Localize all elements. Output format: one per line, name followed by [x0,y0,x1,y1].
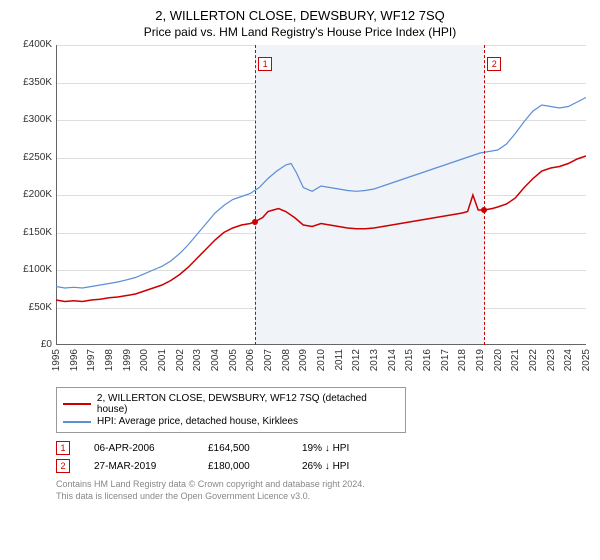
x-tick-label: 2022 [528,349,539,371]
chart-container: 2, WILLERTON CLOSE, DEWSBURY, WF12 7SQ P… [0,0,600,510]
y-tick-label: £200K [10,189,52,200]
x-tick-label: 2019 [475,349,486,371]
line-series [56,45,586,345]
x-tick-label: 2001 [157,349,168,371]
y-tick-label: £0 [10,339,52,350]
x-tick-label: 2007 [263,349,274,371]
legend: 2, WILLERTON CLOSE, DEWSBURY, WF12 7SQ (… [56,387,406,433]
x-tick-label: 2005 [228,349,239,371]
sales-price-1: £164,500 [208,443,278,454]
footer-line-1: Contains HM Land Registry data © Crown c… [56,479,590,491]
y-tick-label: £350K [10,77,52,88]
x-tick-label: 2000 [139,349,150,371]
x-tick-label: 1995 [51,349,62,371]
legend-swatch-property [63,403,91,405]
x-tick-label: 1999 [122,349,133,371]
x-tick-label: 2002 [175,349,186,371]
legend-label-property: 2, WILLERTON CLOSE, DEWSBURY, WF12 7SQ (… [97,393,399,415]
sales-table: 1 06-APR-2006 £164,500 19% ↓ HPI 2 27-MA… [56,441,590,473]
x-tick-label: 2023 [546,349,557,371]
sales-marker-2: 2 [56,459,70,473]
x-tick-label: 2014 [387,349,398,371]
chart-title: 2, WILLERTON CLOSE, DEWSBURY, WF12 7SQ [10,8,590,23]
x-tick-label: 1996 [69,349,80,371]
x-tick-label: 2012 [351,349,362,371]
sale-dot [252,219,258,225]
y-tick-label: £150K [10,227,52,238]
sales-date-2: 27-MAR-2019 [94,461,184,472]
x-tick-label: 2003 [192,349,203,371]
x-tick-label: 2004 [210,349,221,371]
x-tick-label: 2025 [581,349,592,371]
y-tick-label: £100K [10,264,52,275]
sales-diff-2: 26% ↓ HPI [302,461,382,472]
x-tick-label: 2021 [510,349,521,371]
x-tick-label: 2017 [440,349,451,371]
x-tick-label: 2016 [422,349,433,371]
x-tick-label: 2006 [245,349,256,371]
x-tick-label: 2024 [563,349,574,371]
legend-row-property: 2, WILLERTON CLOSE, DEWSBURY, WF12 7SQ (… [63,393,399,415]
chart-sale-marker: 2 [487,57,501,71]
y-tick-label: £50K [10,302,52,313]
sales-row-1: 1 06-APR-2006 £164,500 19% ↓ HPI [56,441,590,455]
x-tick-label: 2020 [493,349,504,371]
y-tick-label: £300K [10,114,52,125]
legend-label-hpi: HPI: Average price, detached house, Kirk… [97,416,298,427]
x-tick-label: 2013 [369,349,380,371]
x-tick-label: 2011 [334,349,345,371]
x-tick-label: 2009 [298,349,309,371]
chart-area: £0£50K£100K£150K£200K£250K£300K£350K£400… [10,45,590,381]
sales-diff-1: 19% ↓ HPI [302,443,382,454]
x-tick-label: 2010 [316,349,327,371]
footer: Contains HM Land Registry data © Crown c… [56,479,590,502]
x-tick-label: 2008 [281,349,292,371]
sales-date-1: 06-APR-2006 [94,443,184,454]
sales-marker-1: 1 [56,441,70,455]
y-tick-label: £250K [10,152,52,163]
chart-sale-marker: 1 [258,57,272,71]
x-tick-label: 1998 [104,349,115,371]
x-tick-label: 2015 [404,349,415,371]
x-tick-label: 2018 [457,349,468,371]
x-tick-label: 1997 [86,349,97,371]
sales-price-2: £180,000 [208,461,278,472]
chart-subtitle: Price paid vs. HM Land Registry's House … [10,25,590,39]
legend-row-hpi: HPI: Average price, detached house, Kirk… [63,416,399,427]
footer-line-2: This data is licensed under the Open Gov… [56,491,590,503]
legend-swatch-hpi [63,421,91,423]
y-tick-label: £400K [10,39,52,50]
sales-row-2: 2 27-MAR-2019 £180,000 26% ↓ HPI [56,459,590,473]
